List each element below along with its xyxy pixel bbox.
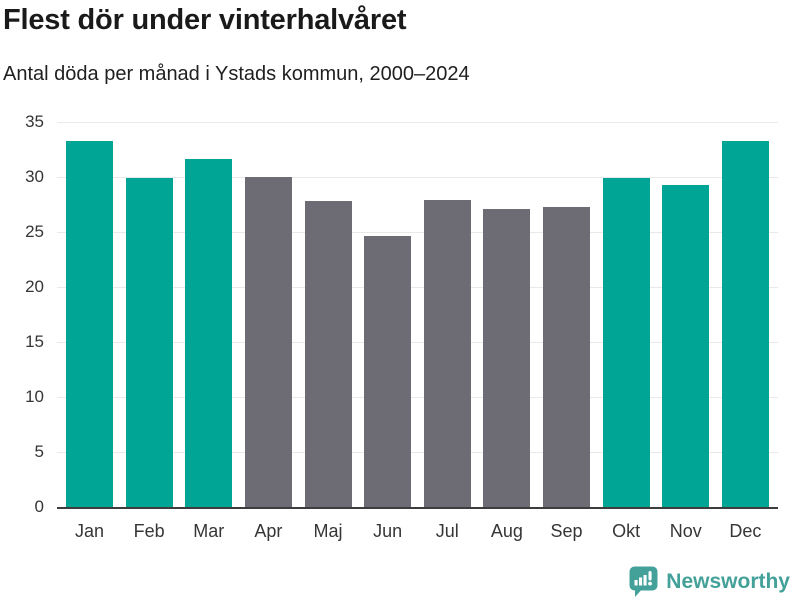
gridline [57, 177, 778, 178]
y-tick-label: 0 [34, 497, 44, 516]
gridline [57, 397, 778, 398]
bar-feb [125, 178, 173, 507]
gridline [57, 342, 778, 343]
bar-maj [304, 201, 352, 507]
y-tick-label: 25 [25, 222, 44, 241]
bar-chart: 0 5 10 15 20 25 30 35 Jan Feb Mar Apr Maj Jun Jul Aug S… [0, 112, 800, 572]
bar-okt [602, 178, 650, 507]
bar-dec [721, 140, 769, 507]
x-tick-label-feb: Feb [133, 521, 165, 541]
x-tick-label-dec: Dec [729, 521, 762, 541]
x-tick-label-nov: Nov [669, 521, 702, 541]
y-tick-label: 10 [25, 387, 44, 406]
newsworthy-logo-icon [629, 566, 658, 597]
gridline [57, 452, 778, 453]
y-tick-label: 30 [25, 167, 44, 186]
y-tick-label: 20 [25, 277, 44, 296]
x-tick-label-jul: Jul [435, 521, 459, 541]
x-tick-label-maj: Maj [313, 521, 343, 541]
gridline [57, 232, 778, 233]
brand-footer: Newsworthy [629, 566, 790, 597]
plot-area [57, 122, 778, 509]
x-tick-label-jun: Jun [373, 521, 403, 541]
y-tick-label: 35 [25, 112, 44, 131]
x-tick-label-apr: Apr [254, 521, 283, 541]
bar-sep [543, 206, 590, 507]
bar-apr [244, 177, 292, 507]
chart-subtitle: Antal döda per månad i Ystads kommun, 20… [3, 63, 470, 85]
x-tick-label-sep: Sep [550, 521, 583, 541]
chart-title: Flest dör under vinterhalvåret [3, 4, 407, 36]
x-tick-label-okt: Okt [612, 521, 641, 541]
bar-jan [66, 140, 113, 507]
y-tick-label: 15 [25, 332, 44, 351]
x-tick-label-jan: Jan [74, 521, 105, 541]
gridline [57, 287, 778, 288]
x-tick-label-aug: Aug [490, 521, 523, 541]
x-axis: Jan Feb Mar Apr Maj Jun Jul Aug Sep Okt Nov Dec [57, 521, 778, 542]
gridline [57, 122, 778, 123]
bar-jul [423, 200, 471, 507]
y-tick-label: 5 [34, 442, 44, 461]
bar-aug [483, 208, 531, 507]
bar-mar [185, 159, 233, 507]
brand-name: Newsworthy [666, 569, 790, 593]
bars-container [57, 122, 778, 507]
bar-nov [662, 184, 710, 507]
x-tick-label-mar: Mar [193, 521, 225, 541]
bar-jun [364, 236, 412, 507]
